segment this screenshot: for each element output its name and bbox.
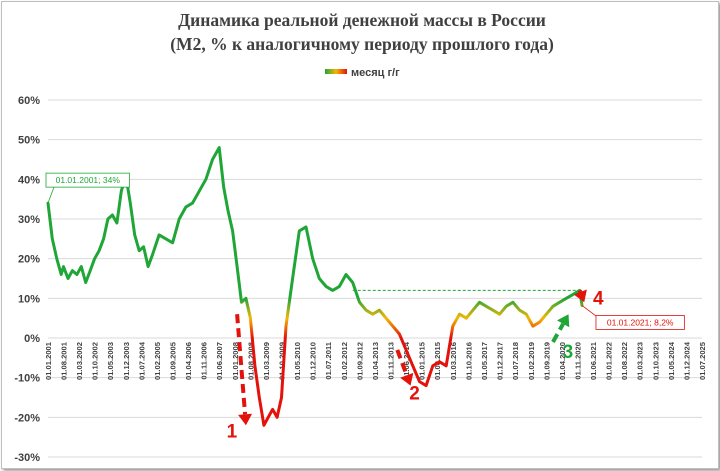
x-tick-label: 01.02.2019 [527,342,536,380]
annotation-leader [581,305,599,318]
arrow-3-head [557,314,570,328]
annotation-leader [47,186,55,204]
legend-label: месяц г/г [351,67,400,79]
y-tick-label: -20% [14,412,40,424]
x-tick-label: 01.10.2023 [651,342,660,380]
x-tick-label: 01.05.2010 [293,342,302,380]
y-tick-label: 60% [18,95,40,107]
arrow-1-shaft [235,314,248,415]
x-tick-label: 01.10.2009 [278,342,287,380]
x-tick-label: 01.09.2005 [169,341,178,380]
series-line [46,146,584,427]
y-tick-label: 40% [18,174,40,186]
arrow-2-head [400,372,414,386]
x-tick-label: 01.07.2011 [324,341,333,379]
x-tick-label: 01.08.2008 [246,342,255,380]
x-tick-label: 01.05.2024 [667,341,676,380]
x-tick-label: 01.03.2009 [262,342,271,380]
arrow-4-head [573,289,587,303]
x-tick-label: 01.11.2013 [387,342,396,380]
annotations-group: 01.01.2001; 34% 01.01.2021; 8,2% [45,172,685,330]
x-tick-label: 01.03.2016 [449,342,458,380]
legend-swatch [325,69,347,74]
x-tick-label: 01.08.2015 [433,341,442,380]
x-tick-label: 01.08.2022 [620,342,629,380]
x-tick-label: 01.03.2002 [75,342,84,380]
x-tick-label: 01.08.2001 [59,341,68,380]
x-tick-label: 01.10.2016 [464,342,473,380]
annotation-box [45,172,130,188]
x-tick-label: 01.01.2022 [605,342,614,380]
gridlines [48,99,702,458]
annotation-label: 01.01.2001; 34% [56,175,121,185]
y-tick-label: 20% [18,254,40,266]
x-tick-label: 01.05.2017 [480,342,489,380]
annotation-box [595,315,685,330]
x-tick-label: 01.09.2019 [542,342,551,380]
x-tick-label: 01.05.2003 [106,342,115,380]
arrow-2-label: 2 [409,384,420,405]
x-tick-label: 01.09.2012 [355,342,364,380]
x-tick-label: 01.10.2002 [91,342,100,380]
arrow-2-shaft [395,349,409,376]
x-tick-label: 01.01.2008 [231,342,240,380]
y-axis: 60% 50% 40% 30% 20% 10% 0% -10% -20% -30% [14,95,40,464]
x-tick-label: 01.04.2006 [184,342,193,380]
series-group [46,146,584,427]
x-tick-label: 01.06.2007 [215,342,224,380]
annotation-label: 01.01.2021; 8,2% [607,317,674,327]
chart-title: Динамика реальной денежной массы в Росси… [178,10,546,30]
arrow-1-head [238,413,253,426]
x-tick-label: 01.06.2021 [589,341,598,380]
arrow-3-label: 3 [563,342,574,363]
x-tick-label: 01.01.2001 [44,341,53,380]
arrow-3-shaft [551,322,565,343]
x-tick-label: 01.07.2025 [698,341,707,380]
x-tick-label: 01.07.2018 [511,342,520,380]
x-axis: 01.01.2001 01.08.2001 01.03.2002 01.10.2002… [44,341,707,380]
arrow-4-label: 4 [593,288,604,309]
arrow-1-label: 1 [227,421,238,442]
arrow-4-shaft [577,289,583,293]
x-tick-label: 01.01.2015 [418,341,427,380]
chart-subtitle: (М2, % к аналогичному периоду прошлого г… [170,34,554,54]
x-tick-label: 01.03.2023 [636,342,645,380]
x-tick-label: 01.07.2004 [137,341,146,380]
x-tick-label: 01.04.2013 [371,342,380,380]
y-tick-label: -10% [14,373,40,385]
chart-legend: месяц г/г [325,67,400,79]
y-tick-label: 30% [18,214,40,226]
y-tick-label: 50% [18,135,40,147]
x-tick-label: 01.11.2020 [574,342,583,380]
x-tick-label: 01.11.2006 [200,342,209,380]
x-tick-label: 01.06.2014 [402,341,411,380]
x-tick-label: 01.02.2012 [340,342,349,380]
x-tick-label: 01.04.2020 [558,342,567,380]
x-tick-label: 01.12.2003 [122,342,131,380]
x-tick-label: 01.12.2017 [496,342,505,380]
x-tick-label: 01.12.2024 [683,341,692,380]
x-tick-label: 01.12.2010 [309,342,318,380]
y-tick-label: 10% [18,293,40,305]
x-tick-label: 01.02.2005 [153,341,162,380]
y-tick-label: 0% [24,333,40,345]
arrows-group: 1 2 3 4 [227,288,604,442]
y-tick-label: -30% [14,452,40,464]
